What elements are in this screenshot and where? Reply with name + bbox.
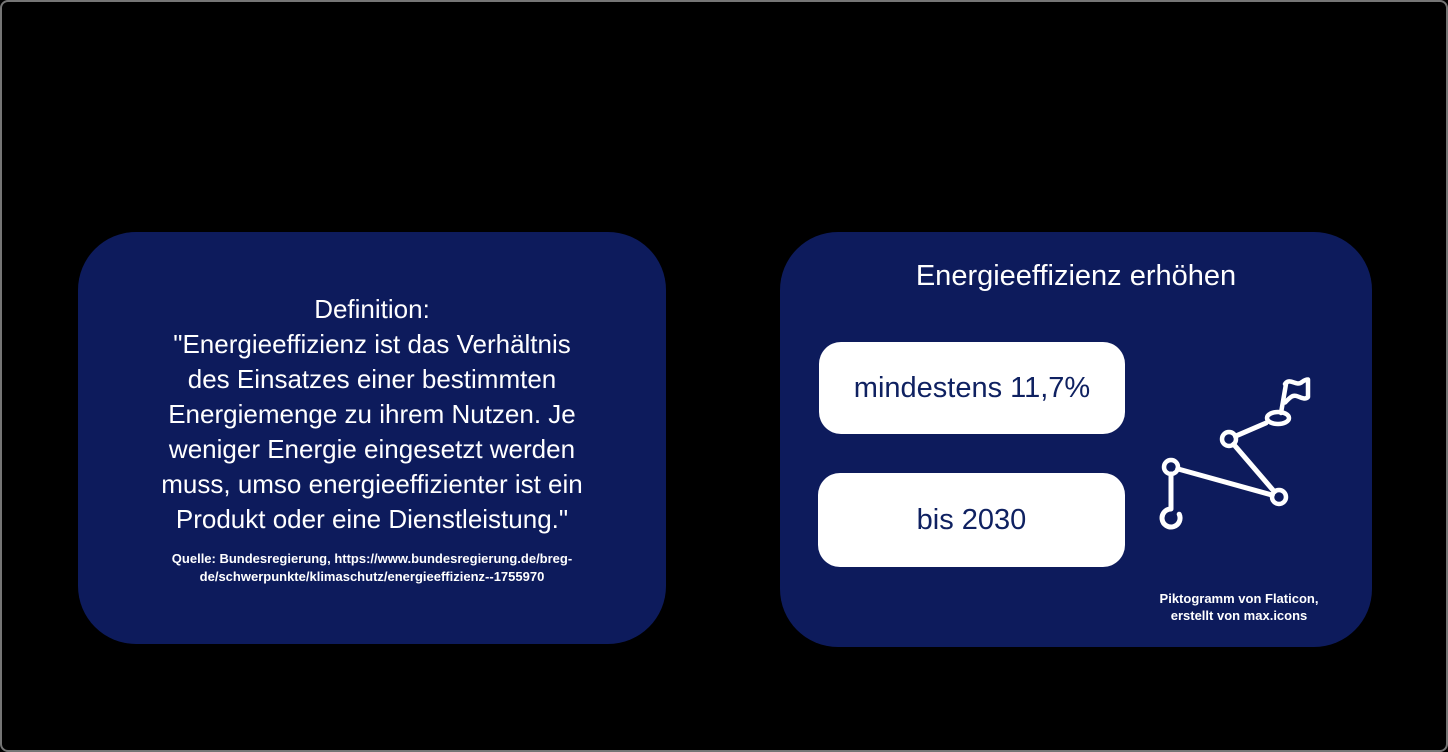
definition-text: "Energieeffizienz ist das Verhältnis des… <box>161 329 583 534</box>
definition-card: Definition: "Energieeffizienz ist das Ve… <box>78 232 666 644</box>
target-card-title: Energieeffizienz erhöhen <box>915 260 1237 292</box>
definition-title: Definition: <box>314 294 430 324</box>
icon-credit: Piktogramm von Flaticon, erstellt von ma… <box>1159 591 1319 623</box>
pill-deadline-year-label: bis 2030 <box>916 503 1027 536</box>
pill-minimum-percentage-label: mindestens 11,7% <box>853 371 1091 404</box>
pill-deadline-year: bis 2030 <box>818 473 1125 567</box>
definition-block: Definition: "Energieeffizienz ist das Ve… <box>96 292 648 537</box>
definition-source: Quelle: Bundesregierung, https://www.bun… <box>171 551 573 584</box>
pill-minimum-percentage: mindestens 11,7% <box>819 342 1125 434</box>
target-card: Energieeffizienz erhöhen mindestens 11,7… <box>780 232 1372 647</box>
milestone-flag-icon <box>1159 377 1311 530</box>
